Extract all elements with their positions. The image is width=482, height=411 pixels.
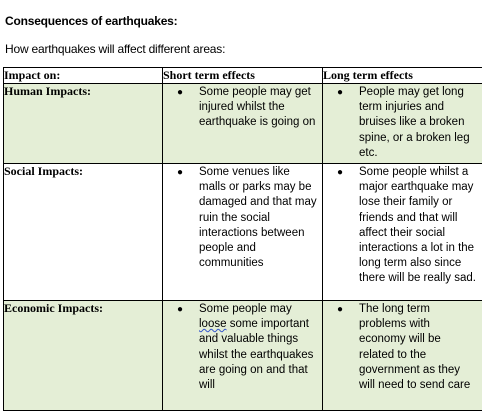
- cell-economic-long: ●The long term problems with economy wil…: [323, 301, 482, 411]
- document-subtitle: How earthquakes will affect different ar…: [5, 42, 225, 56]
- bullet-icon: ●: [177, 85, 183, 100]
- bullet-icon: ●: [177, 165, 183, 180]
- cell-human-short: ●Some people may get injured whilst the …: [163, 84, 323, 164]
- list-item: ●The long term problems with economy wil…: [359, 302, 478, 393]
- row-label-human: Human Impacts:: [4, 84, 163, 164]
- table-row-economic: Economic Impacts: ●Some people may loose…: [4, 301, 482, 411]
- row-label-social: Social Impacts:: [4, 164, 163, 301]
- table-row-social: Social Impacts: ●Some venues like malls …: [4, 164, 482, 301]
- list-item: ●People may get long term injuries and b…: [359, 85, 478, 161]
- bullet-icon: ●: [177, 302, 183, 317]
- cell-economic-short: ●Some people may loose some important an…: [163, 301, 323, 411]
- cell-human-long: ●People may get long term injuries and b…: [323, 84, 482, 164]
- cell-social-long: ●Some people whilst a major earthquake m…: [323, 164, 482, 301]
- bullet-icon: ●: [337, 165, 343, 180]
- header-long-term: Long term effects: [323, 68, 482, 84]
- earthquake-effects-table: Impact on: Short term effects Long term …: [3, 67, 482, 411]
- header-impact-on: Impact on:: [4, 68, 163, 84]
- list-item: ●Some people may get injured whilst the …: [199, 85, 318, 131]
- document-title: Consequences of earthquakes:: [5, 14, 177, 28]
- table-row-human: Human Impacts: ●Some people may get inju…: [4, 84, 482, 164]
- bullet-icon: ●: [337, 85, 343, 100]
- row-label-economic: Economic Impacts:: [4, 301, 163, 411]
- table-header-row: Impact on: Short term effects Long term …: [4, 68, 482, 84]
- header-short-term: Short term effects: [163, 68, 323, 84]
- bullet-icon: ●: [337, 302, 343, 317]
- misspelled-word: loose: [199, 318, 227, 330]
- list-item: ●Some people whilst a major earthquake m…: [359, 165, 478, 287]
- list-item: ●Some venues like malls or parks may be …: [199, 165, 318, 271]
- cell-social-short: ●Some venues like malls or parks may be …: [163, 164, 323, 301]
- list-item: ●Some people may loose some important an…: [199, 302, 318, 393]
